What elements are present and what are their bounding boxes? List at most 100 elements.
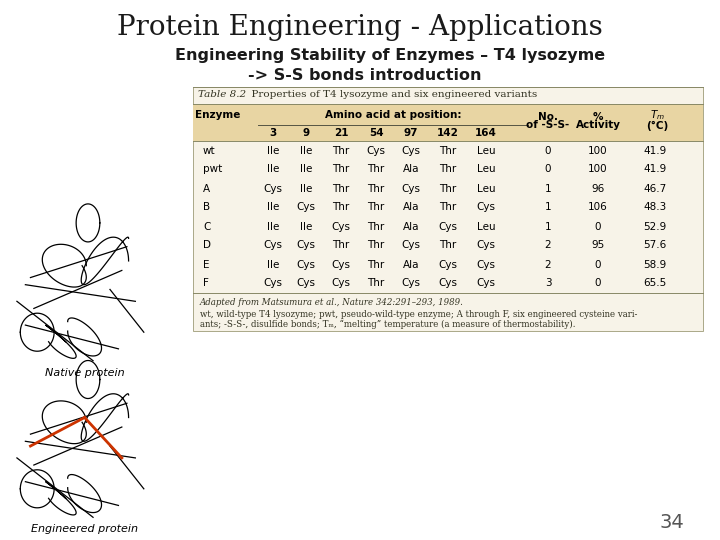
Text: 0: 0 (545, 165, 552, 174)
Text: Cys: Cys (331, 279, 351, 288)
Text: 0: 0 (595, 260, 601, 269)
Text: Cys: Cys (402, 279, 420, 288)
Text: A: A (203, 184, 210, 193)
Text: 0: 0 (595, 279, 601, 288)
Text: 57.6: 57.6 (644, 240, 667, 251)
Text: Leu: Leu (477, 145, 495, 156)
Text: Ala: Ala (402, 202, 419, 213)
Text: Cys: Cys (297, 240, 315, 251)
Text: 65.5: 65.5 (644, 279, 667, 288)
Text: Ala: Ala (402, 260, 419, 269)
Text: Cys: Cys (477, 260, 495, 269)
Text: 1: 1 (545, 184, 552, 193)
Text: Cys: Cys (477, 279, 495, 288)
Text: 97: 97 (404, 128, 418, 138)
Text: E: E (203, 260, 210, 269)
Text: of -S-S-: of -S-S- (526, 120, 570, 131)
Text: Ala: Ala (402, 165, 419, 174)
Text: Ala: Ala (402, 221, 419, 232)
Text: Thr: Thr (439, 202, 456, 213)
Text: Cys: Cys (402, 145, 420, 156)
Text: Engineered protein: Engineered protein (31, 524, 138, 535)
Text: (°C): (°C) (646, 120, 668, 131)
Text: Ile: Ile (300, 221, 312, 232)
Text: Cys: Cys (297, 202, 315, 213)
Text: 9: 9 (302, 128, 310, 138)
Text: %: % (593, 111, 603, 122)
Text: Thr: Thr (439, 165, 456, 174)
Text: Cys: Cys (297, 279, 315, 288)
FancyBboxPatch shape (193, 104, 703, 141)
Text: Native protein: Native protein (45, 368, 125, 378)
Text: 1: 1 (545, 221, 552, 232)
Text: Thr: Thr (367, 221, 384, 232)
Text: Thr: Thr (439, 240, 456, 251)
Text: C: C (203, 221, 210, 232)
Text: 2: 2 (545, 260, 552, 269)
Text: Cys: Cys (402, 184, 420, 193)
Text: Thr: Thr (333, 240, 350, 251)
Text: No.: No. (538, 112, 558, 123)
Text: 142: 142 (437, 128, 459, 138)
Text: Thr: Thr (333, 145, 350, 156)
Text: Ile: Ile (267, 260, 279, 269)
Text: Thr: Thr (367, 184, 384, 193)
Text: Cys: Cys (438, 221, 457, 232)
Text: wt: wt (203, 145, 215, 156)
Text: F: F (203, 279, 209, 288)
Text: 41.9: 41.9 (644, 165, 667, 174)
Text: Ile: Ile (267, 221, 279, 232)
Text: Cys: Cys (264, 279, 282, 288)
Text: 100: 100 (588, 165, 608, 174)
Text: 164: 164 (475, 128, 497, 138)
Text: 21: 21 (334, 128, 348, 138)
Text: Protein Engineering - Applications: Protein Engineering - Applications (117, 14, 603, 41)
Text: Cys: Cys (477, 240, 495, 251)
Text: -> S-S bonds introduction: -> S-S bonds introduction (248, 68, 482, 83)
Text: 52.9: 52.9 (644, 221, 667, 232)
Text: Ile: Ile (267, 165, 279, 174)
Text: D: D (203, 240, 211, 251)
Text: 48.3: 48.3 (644, 202, 667, 213)
Text: 46.7: 46.7 (644, 184, 667, 193)
Text: Thr: Thr (367, 165, 384, 174)
Text: Thr: Thr (367, 240, 384, 251)
Text: Cys: Cys (438, 260, 457, 269)
Text: 41.9: 41.9 (644, 145, 667, 156)
Text: 3: 3 (269, 128, 276, 138)
Text: Table 8.2: Table 8.2 (198, 90, 246, 99)
Text: 106: 106 (588, 202, 608, 213)
Text: Thr: Thr (439, 145, 456, 156)
Text: Thr: Thr (367, 279, 384, 288)
Text: Ile: Ile (300, 184, 312, 193)
Text: 96: 96 (591, 184, 605, 193)
Text: 2: 2 (545, 240, 552, 251)
FancyBboxPatch shape (193, 87, 703, 331)
Text: Ile: Ile (267, 202, 279, 213)
Text: 34: 34 (660, 512, 685, 531)
Text: Cys: Cys (331, 221, 351, 232)
Text: Thr: Thr (333, 165, 350, 174)
Text: Leu: Leu (477, 221, 495, 232)
Text: 58.9: 58.9 (644, 260, 667, 269)
Text: Thr: Thr (333, 184, 350, 193)
Text: wt, wild-type T4 lysozyme; pwt, pseudo-wild-type enzyme; A through F, six engine: wt, wild-type T4 lysozyme; pwt, pseudo-w… (200, 310, 637, 319)
Text: ants; -S-S-, disulfide bonds; Tₘ, “melting” temperature (a measure of thermostab: ants; -S-S-, disulfide bonds; Tₘ, “melti… (200, 320, 575, 329)
Text: $T_m$: $T_m$ (649, 109, 665, 123)
Text: Ile: Ile (300, 165, 312, 174)
Text: 100: 100 (588, 145, 608, 156)
Text: Properties of T4 lysozyme and six engineered variants: Properties of T4 lysozyme and six engine… (245, 90, 537, 99)
Text: Activity: Activity (575, 119, 621, 130)
Text: Cys: Cys (264, 240, 282, 251)
Text: Enzyme: Enzyme (195, 110, 240, 119)
Text: Thr: Thr (367, 202, 384, 213)
Text: Adapted from Matsumura et al., Nature 342:291–293, 1989.: Adapted from Matsumura et al., Nature 34… (200, 298, 464, 307)
Text: Leu: Leu (477, 184, 495, 193)
Text: 95: 95 (591, 240, 605, 251)
Text: Amino acid at position:: Amino acid at position: (325, 110, 462, 119)
Text: Cys: Cys (402, 240, 420, 251)
Text: Thr: Thr (333, 202, 350, 213)
Text: Cys: Cys (477, 202, 495, 213)
Text: Thr: Thr (439, 184, 456, 193)
Text: 0: 0 (595, 221, 601, 232)
